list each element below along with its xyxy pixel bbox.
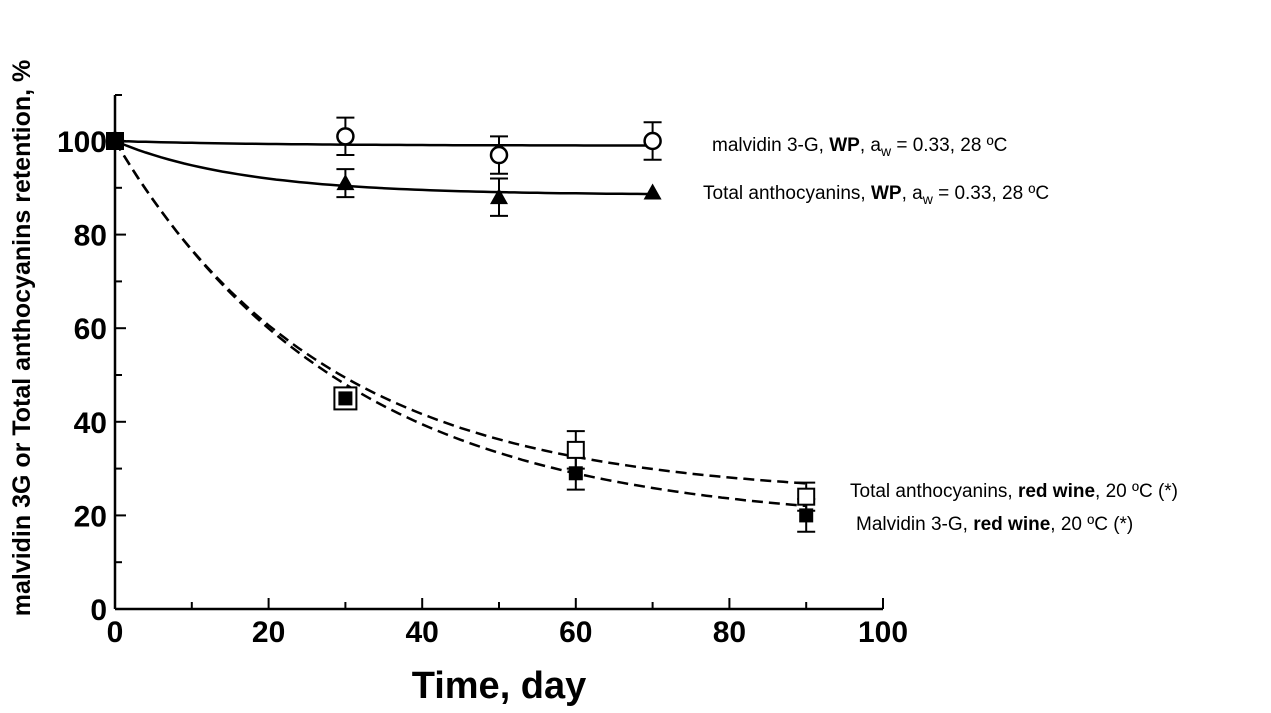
fit-curve-malvidin_redwine	[113, 140, 807, 508]
y-tick-label: 40	[74, 407, 107, 440]
y-tick-label: 20	[74, 500, 107, 533]
fit-curves	[113, 139, 807, 508]
x-tick-label: 100	[858, 616, 908, 649]
legend-text-part: , a	[902, 183, 924, 204]
legend-total_wp: Total anthocyanins, WP, aw = 0.33, 28 ºC	[703, 183, 1049, 207]
marker-malvidin_redwine	[568, 466, 583, 481]
y-tick-label: 100	[57, 126, 107, 159]
legend-malvidin_wp: malvidin 3-G, WP, aw = 0.33, 28 ºC	[712, 135, 1007, 159]
marker-malvidin_wp	[643, 131, 662, 151]
legend-subscript: w	[922, 191, 934, 207]
x-tick-label: 80	[713, 616, 746, 649]
legend-text-part: Malvidin 3-G,	[856, 514, 973, 535]
fit-curve-total_wp	[114, 139, 653, 196]
legend-bold-part: red wine	[973, 514, 1050, 535]
legend-total_redwine: Total anthocyanins, red wine, 20 ºC (*)	[850, 481, 1178, 502]
legend-text-part: malvidin 3-G,	[712, 135, 829, 156]
fit-curve-malvidin_wp	[114, 139, 653, 147]
marker-malvidin_redwine	[108, 134, 122, 148]
legend-subscript: w	[880, 143, 892, 159]
y-axis-title: malvidin 3G or Total anthocyanins retent…	[8, 60, 36, 617]
marker-total_wp	[643, 183, 662, 200]
marker-total_wp	[490, 188, 508, 205]
marker-malvidin_redwine	[799, 508, 814, 523]
legend-malvidin_redwine: Malvidin 3-G, red wine, 20 ºC (*)	[856, 514, 1133, 535]
legend: malvidin 3-G, WP, aw = 0.33, 28 ºCTotal …	[703, 135, 1178, 535]
legend-text-part: = 0.33, 28 ºC	[933, 183, 1049, 204]
marker-total_wp	[336, 174, 355, 191]
x-tick-label: 40	[406, 616, 439, 649]
error-bars	[336, 116, 816, 533]
x-tick-label: 20	[252, 616, 285, 649]
marker-malvidin_wp	[336, 127, 355, 146]
legend-text-part: = 0.33, 28 ºC	[891, 135, 1007, 156]
marker-total_redwine	[797, 487, 816, 506]
legend-text-part: Total anthocyanins,	[703, 183, 871, 204]
y-tick-label: 0	[90, 594, 107, 627]
x-tick-label: 0	[107, 616, 124, 649]
legend-bold-part: WP	[829, 135, 860, 156]
legend-bold-part: WP	[871, 183, 902, 204]
marker-malvidin_wp	[489, 145, 509, 165]
marker-total_redwine	[566, 440, 585, 459]
y-tick-label: 80	[74, 220, 107, 253]
legend-text-part: , a	[860, 135, 882, 156]
legend-text-part: Total anthocyanins,	[850, 481, 1018, 502]
x-tick-label: 60	[559, 616, 592, 649]
legend-bold-part: red wine	[1018, 481, 1095, 502]
data-markers	[105, 127, 816, 523]
legend-text-part: , 20 ºC (*)	[1095, 481, 1178, 502]
legend-text-part: , 20 ºC (*)	[1050, 514, 1133, 535]
axes: 0 20 40 60 80 100 0 20 40 60 80 100	[57, 94, 908, 649]
marker-malvidin_redwine	[338, 391, 353, 406]
y-tick-label: 60	[74, 313, 107, 346]
x-axis-title: Time, day	[412, 665, 587, 707]
